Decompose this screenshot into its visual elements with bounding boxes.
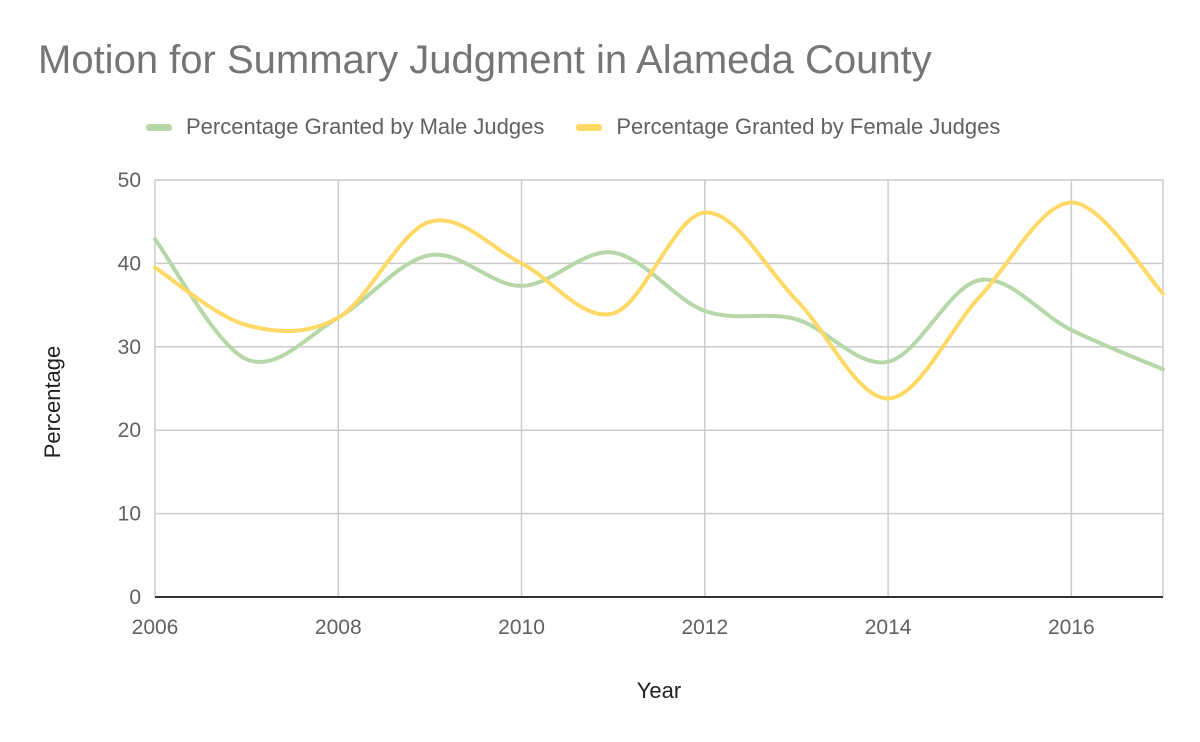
x-tick-label: 2008: [315, 616, 362, 639]
x-tick-label: 2012: [681, 616, 728, 639]
y-tick-label: 30: [118, 336, 141, 359]
x-axis-title: Year: [637, 678, 681, 703]
y-tick-label: 50: [118, 169, 141, 192]
legend-label-female: Percentage Granted by Female Judges: [616, 114, 1001, 139]
chart-title: Motion for Summary Judgment in Alameda C…: [38, 38, 932, 82]
x-axis-ticks: 2006 2008 2010 2012 2014 2016: [132, 616, 1095, 639]
series-lines: [153, 200, 1165, 401]
x-tick-label: 2006: [132, 616, 179, 639]
legend: Percentage Granted by Male Judges Percen…: [146, 112, 1032, 142]
x-tick-label: 2016: [1048, 616, 1095, 639]
legend-label-male: Percentage Granted by Male Judges: [186, 114, 545, 139]
y-axis-ticks: 0 10 20 30 40 50: [118, 169, 141, 609]
gridlines: [154, 179, 1164, 597]
y-tick-label: 0: [129, 586, 141, 609]
legend-swatch-male: [146, 123, 172, 131]
y-tick-label: 20: [118, 419, 141, 442]
x-tick-label: 2010: [498, 616, 545, 639]
series-line-male: [153, 237, 1165, 372]
legend-swatch-female: [576, 123, 603, 131]
legend-item-male[interactable]: Percentage Granted by Male Judges: [146, 114, 544, 140]
x-tick-label: 2014: [865, 616, 912, 639]
y-axis-title: Percentage: [40, 346, 65, 459]
legend-item-female[interactable]: Percentage Granted by Female Judges: [576, 114, 1000, 140]
y-tick-label: 40: [118, 252, 141, 275]
y-tick-label: 10: [118, 503, 141, 526]
series-line-female: [153, 200, 1165, 401]
